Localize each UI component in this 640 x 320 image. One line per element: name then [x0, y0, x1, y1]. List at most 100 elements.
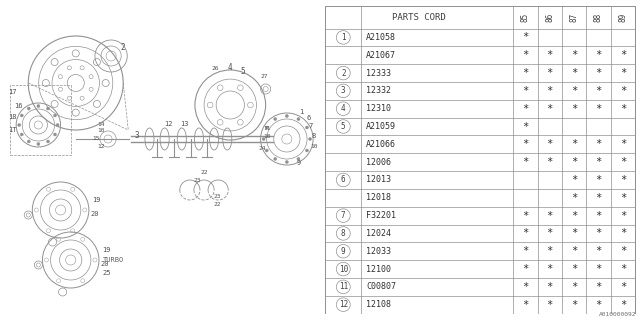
- Text: *: *: [620, 193, 626, 203]
- Text: *: *: [620, 157, 626, 167]
- Text: *: *: [595, 157, 602, 167]
- Text: 12: 12: [97, 145, 105, 149]
- Text: *: *: [522, 68, 529, 78]
- Text: *: *: [547, 86, 553, 96]
- Text: 5: 5: [341, 122, 346, 131]
- Circle shape: [265, 126, 268, 129]
- Text: 88: 88: [594, 13, 603, 22]
- Text: *: *: [595, 211, 602, 220]
- Text: 12013: 12013: [366, 175, 391, 184]
- Text: *: *: [595, 246, 602, 256]
- Text: 7: 7: [341, 211, 346, 220]
- Text: *: *: [620, 104, 626, 114]
- Text: F32201: F32201: [366, 211, 396, 220]
- Text: *: *: [547, 68, 553, 78]
- Text: *: *: [522, 211, 529, 220]
- Text: *: *: [547, 211, 553, 220]
- Circle shape: [18, 124, 20, 126]
- Text: *: *: [571, 211, 577, 220]
- Text: *: *: [522, 300, 529, 310]
- Text: 10: 10: [339, 265, 348, 274]
- Text: 16: 16: [14, 103, 22, 109]
- Text: 2: 2: [121, 44, 125, 52]
- Circle shape: [336, 280, 350, 294]
- Text: 6: 6: [307, 115, 311, 121]
- Text: *: *: [547, 50, 553, 60]
- Text: *: *: [595, 175, 602, 185]
- Text: 6: 6: [341, 175, 346, 184]
- Text: 12332: 12332: [366, 86, 391, 95]
- Text: 26: 26: [211, 66, 219, 70]
- Text: 5: 5: [240, 67, 244, 76]
- Circle shape: [336, 209, 350, 222]
- Circle shape: [56, 124, 59, 126]
- Circle shape: [336, 102, 350, 116]
- Text: 22: 22: [200, 170, 208, 174]
- Circle shape: [274, 117, 276, 121]
- Text: *: *: [571, 175, 577, 185]
- Text: *: *: [620, 139, 626, 149]
- Text: *: *: [522, 104, 529, 114]
- Text: *: *: [522, 228, 529, 238]
- Text: *: *: [522, 264, 529, 274]
- Text: 22: 22: [213, 203, 221, 207]
- Text: 20: 20: [91, 211, 99, 217]
- Text: 12006: 12006: [366, 158, 391, 167]
- Text: *: *: [522, 246, 529, 256]
- Text: *: *: [595, 139, 602, 149]
- Text: *: *: [571, 50, 577, 60]
- Text: 87: 87: [570, 13, 579, 22]
- Text: 9: 9: [341, 247, 346, 256]
- Text: *: *: [547, 157, 553, 167]
- Text: *: *: [571, 264, 577, 274]
- Text: *: *: [571, 193, 577, 203]
- Text: *: *: [595, 300, 602, 310]
- Circle shape: [54, 133, 56, 136]
- Text: A010000092: A010000092: [599, 312, 637, 317]
- Text: 12033: 12033: [366, 247, 391, 256]
- Text: *: *: [571, 300, 577, 310]
- Text: *: *: [620, 50, 626, 60]
- Text: 12: 12: [339, 300, 348, 309]
- Text: *: *: [595, 104, 602, 114]
- Circle shape: [297, 157, 300, 160]
- Text: *: *: [620, 211, 626, 220]
- Text: *: *: [571, 104, 577, 114]
- Circle shape: [285, 161, 289, 164]
- Circle shape: [305, 149, 308, 152]
- Text: A21059: A21059: [366, 122, 396, 131]
- Text: 9: 9: [297, 160, 301, 166]
- Text: *: *: [547, 300, 553, 310]
- Text: 10: 10: [310, 143, 318, 148]
- Circle shape: [297, 117, 300, 121]
- Circle shape: [336, 227, 350, 240]
- Circle shape: [336, 66, 350, 80]
- Circle shape: [336, 173, 350, 187]
- Text: 7: 7: [309, 123, 313, 129]
- Text: 27: 27: [261, 74, 268, 78]
- Text: 12024: 12024: [366, 229, 391, 238]
- Circle shape: [262, 138, 265, 140]
- Circle shape: [47, 140, 49, 143]
- Circle shape: [336, 84, 350, 98]
- Text: 23: 23: [213, 195, 221, 199]
- Text: 24: 24: [259, 146, 266, 150]
- Circle shape: [37, 105, 40, 108]
- Text: 1: 1: [299, 109, 303, 115]
- Circle shape: [336, 31, 350, 44]
- Circle shape: [308, 138, 312, 140]
- Text: 8: 8: [341, 229, 346, 238]
- Circle shape: [37, 142, 40, 146]
- Text: 12100: 12100: [366, 265, 391, 274]
- Circle shape: [20, 133, 23, 136]
- Text: *: *: [547, 139, 553, 149]
- Text: *: *: [595, 228, 602, 238]
- Text: 85: 85: [521, 13, 530, 22]
- Text: *: *: [595, 68, 602, 78]
- Circle shape: [274, 157, 276, 160]
- Text: 15: 15: [92, 137, 100, 141]
- Text: 12333: 12333: [366, 68, 391, 77]
- Text: 17: 17: [8, 89, 17, 95]
- Text: *: *: [522, 50, 529, 60]
- Text: A21066: A21066: [366, 140, 396, 149]
